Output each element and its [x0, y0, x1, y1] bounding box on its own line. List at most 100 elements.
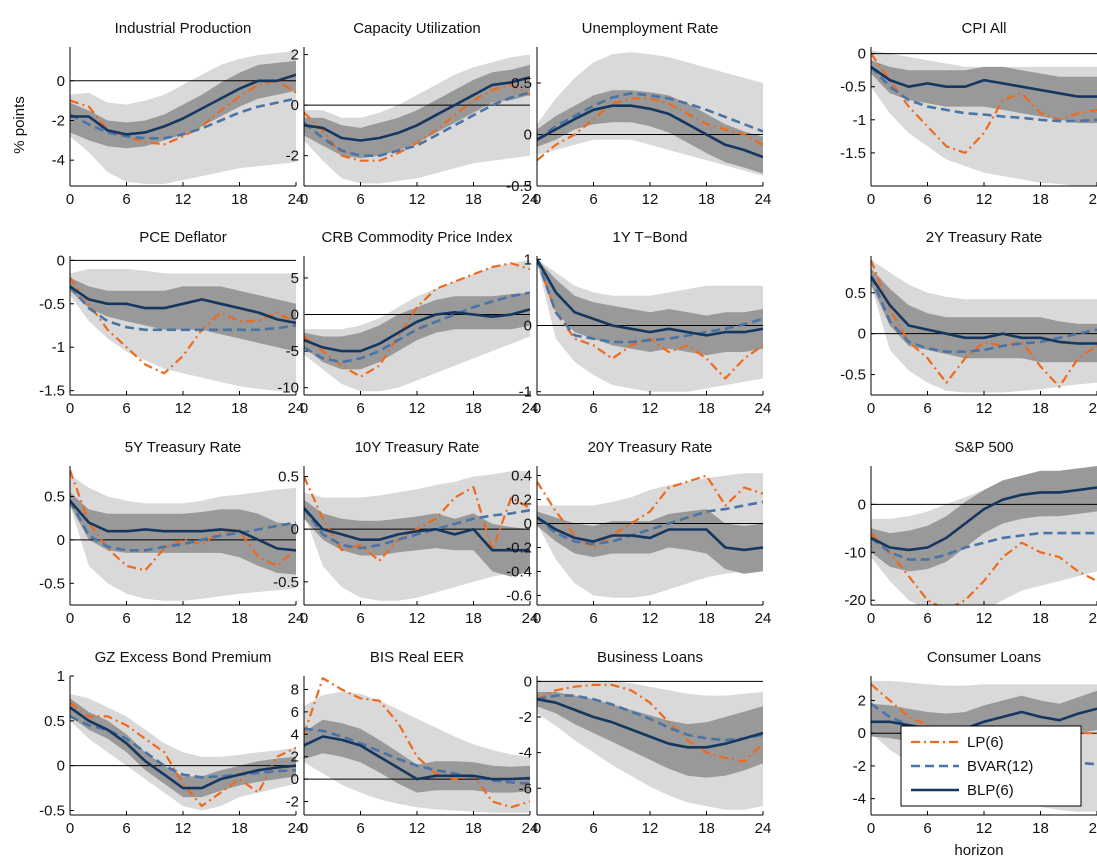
series-line-lp — [70, 79, 296, 146]
panel-14: Business Loans 0 6 12 18 24 -6 -4 -2 0 — [519, 649, 772, 837]
inner-band — [304, 64, 530, 159]
x-tick-label: 18 — [1032, 191, 1049, 208]
series-line-blp — [871, 486, 1097, 552]
y-tick-label: -0.2 — [506, 539, 532, 556]
y-tick-label: 0 — [524, 673, 532, 690]
x-tick-label: 0 — [533, 820, 541, 837]
series-line-lp — [537, 474, 763, 549]
y-tick-label: 0 — [858, 496, 866, 513]
panel-10: 20Y Treasury Rate 0 6 12 18 24 -0.6 -0.4 -0.2 0 0.… — [506, 439, 771, 627]
x-tick-label: 6 — [356, 191, 364, 208]
x-tick-label: 0 — [867, 610, 875, 627]
x-tick-label: 12 — [175, 400, 192, 417]
y-tick-label: -1.5 — [840, 145, 866, 162]
series-line-blp — [304, 735, 530, 781]
series-line-lp — [537, 683, 763, 763]
x-tick-label: 12 — [976, 191, 993, 208]
x-tick-label: 6 — [589, 610, 597, 627]
y-tick-label: 0 — [291, 771, 299, 788]
inner-band — [537, 692, 763, 778]
legend-label-bvar: BVAR(12) — [967, 758, 1033, 775]
panel-title: CRB Commodity Price Index — [322, 229, 513, 246]
y-tick-label: 2 — [858, 693, 866, 710]
panel-title: CPI All — [961, 20, 1006, 37]
x-tick-label: 24 — [522, 400, 539, 417]
inner-band — [304, 719, 530, 793]
series-line-blp — [871, 707, 1097, 732]
series-line-bvar — [537, 694, 763, 742]
x-tick-label: 18 — [698, 191, 715, 208]
series-line-blp — [304, 76, 530, 142]
x-tick-label: 24 — [288, 820, 305, 837]
x-tick-label: 0 — [300, 400, 308, 417]
x-tick-label: 24 — [1089, 191, 1097, 208]
y-tick-label: 0 — [291, 97, 299, 114]
y-tick-label: -10 — [844, 544, 866, 561]
x-tick-label: 18 — [465, 191, 482, 208]
x-tick-label: 12 — [409, 400, 426, 417]
x-tick-label: 24 — [755, 820, 772, 837]
panel-3: CPI All 0 6 12 18 24 -1.5 -1 -0.5 0 — [840, 20, 1097, 208]
y-tick-label: 5 — [291, 270, 299, 287]
y-tick-label: -0.5 — [840, 367, 866, 384]
inner-band — [70, 277, 296, 352]
y-tick-label: -2 — [52, 112, 65, 129]
x-tick-label: 0 — [66, 191, 74, 208]
x-tick-label: 12 — [642, 191, 659, 208]
x-tick-label: 6 — [122, 191, 130, 208]
x-tick-label: 12 — [642, 610, 659, 627]
series-line-lp — [304, 83, 530, 162]
inner-band — [70, 698, 296, 798]
x-tick-label: 0 — [533, 191, 541, 208]
y-tick-label: -0.5 — [39, 803, 65, 820]
panel-title: 20Y Treasury Rate — [588, 439, 713, 456]
series-line-bvar — [304, 507, 530, 550]
x-tick-label: 24 — [288, 400, 305, 417]
y-tick-label: -1 — [853, 112, 866, 129]
panel-title: 2Y Treasury Rate — [926, 229, 1042, 246]
inner-band — [537, 259, 763, 356]
x-tick-label: 6 — [923, 820, 931, 837]
panel-title: Capacity Utilization — [353, 20, 481, 37]
series-line-blp — [304, 507, 530, 552]
series-line-bvar — [871, 66, 1097, 123]
series-line-bvar — [304, 91, 530, 157]
x-tick-label: 18 — [465, 610, 482, 627]
panel-title: 1Y T−Bond — [613, 229, 688, 246]
inner-band — [70, 492, 296, 575]
y-tick-label: -1 — [519, 384, 532, 401]
x-tick-label: 24 — [522, 610, 539, 627]
y-tick-label: -0.5 — [840, 79, 866, 96]
x-axis-label: horizon — [954, 842, 1003, 859]
x-tick-label: 6 — [356, 400, 364, 417]
y-tick-label: 0.4 — [511, 468, 532, 485]
panel-8: 5Y Treasury Rate 0 6 12 18 24 -0.5 0 0.5 — [39, 439, 304, 627]
series-line-lp — [70, 277, 296, 375]
x-tick-label: 6 — [122, 610, 130, 627]
x-tick-label: 0 — [66, 400, 74, 417]
series-line-lp — [70, 702, 296, 808]
y-tick-label: 2 — [291, 749, 299, 766]
x-tick-label: 6 — [122, 820, 130, 837]
y-tick-label: -0.6 — [506, 587, 532, 604]
series-line-bvar — [537, 92, 763, 141]
y-tick-label: -4 — [519, 745, 532, 762]
y-tick-label: 0.5 — [44, 488, 65, 505]
x-tick-label: 6 — [589, 191, 597, 208]
panel-1: Capacity Utilization 0 6 12 18 24 -2 0 2 — [286, 20, 539, 208]
series-line-lp — [304, 677, 530, 809]
x-tick-label: 24 — [755, 610, 772, 627]
panel-title: PCE Deflator — [139, 229, 227, 246]
panel-9: 10Y Treasury Rate 0 6 12 18 24 -0.5 0 0.5 — [273, 439, 538, 627]
y-tick-label: 0 — [57, 758, 65, 775]
y-tick-label: 2 — [291, 47, 299, 64]
x-tick-label: 24 — [522, 191, 539, 208]
x-tick-label: 18 — [231, 610, 248, 627]
x-tick-label: 18 — [698, 820, 715, 837]
y-tick-label: -1 — [52, 339, 65, 356]
y-tick-label: -5 — [286, 343, 299, 360]
series-line-blp — [70, 499, 296, 552]
